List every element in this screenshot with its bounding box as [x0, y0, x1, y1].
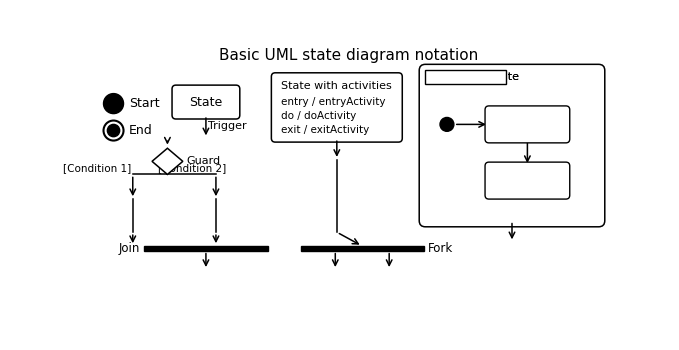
FancyBboxPatch shape [172, 85, 240, 119]
Text: [Condition 1]: [Condition 1] [63, 163, 131, 173]
Text: [Condition 2]: [Condition 2] [158, 163, 226, 173]
Circle shape [103, 120, 124, 141]
Text: Guard: Guard [186, 156, 220, 166]
Text: Trigger: Trigger [208, 121, 247, 131]
Text: State 1: State 1 [504, 118, 550, 131]
FancyBboxPatch shape [485, 162, 570, 199]
Text: Composite state: Composite state [428, 72, 519, 82]
Bar [425, 70, 507, 84]
Circle shape [440, 118, 454, 131]
Text: End: End [129, 124, 153, 137]
Text: Composite state: Composite state [428, 72, 519, 82]
Text: State with activities: State with activities [282, 81, 392, 91]
Bar [301, 246, 424, 251]
Bar [145, 246, 268, 251]
Text: State 2: State 2 [504, 174, 550, 187]
Text: entry / entryActivity
do / doActivity
exit / exitActivity: entry / entryActivity do / doActivity ex… [281, 97, 386, 135]
Text: State: State [189, 96, 223, 108]
Text: Start: Start [129, 97, 160, 110]
Circle shape [103, 93, 124, 114]
Text: Fork: Fork [428, 242, 453, 255]
FancyBboxPatch shape [485, 106, 570, 143]
Text: Join: Join [119, 242, 141, 255]
Text: Basic UML state diagram notation: Basic UML state diagram notation [219, 48, 478, 63]
FancyBboxPatch shape [272, 73, 402, 142]
Polygon shape [152, 148, 183, 174]
Circle shape [107, 124, 120, 137]
FancyBboxPatch shape [419, 64, 605, 227]
